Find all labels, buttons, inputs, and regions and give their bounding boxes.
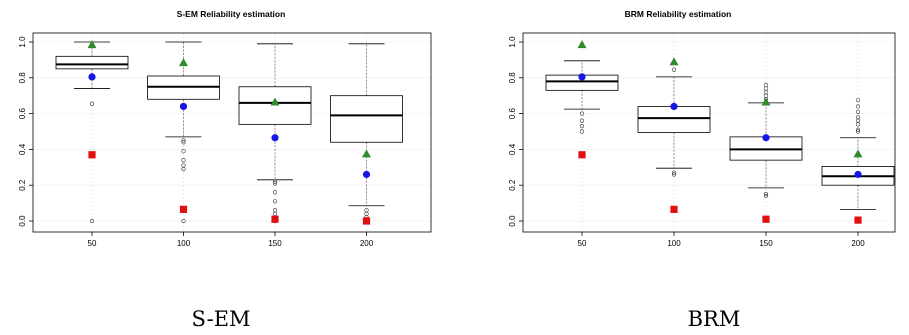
outlier-point (181, 140, 186, 145)
x-tick-label: 100 (667, 239, 681, 248)
outlier-point (855, 98, 861, 103)
y-tick-label: 1.0 (18, 36, 27, 48)
square-marker (762, 215, 770, 223)
outlier-point (671, 172, 677, 177)
triangle-marker (270, 97, 280, 106)
square-marker (271, 215, 279, 223)
x-tick-label: 150 (268, 239, 282, 248)
chart-title-sem: S-EM Reliability estimation (177, 9, 286, 19)
outlier-point (89, 101, 95, 106)
box-iqr (238, 86, 312, 125)
x-tick-label: 50 (578, 239, 587, 248)
circle-marker (179, 102, 188, 111)
triangle-marker (853, 149, 863, 158)
triangle-marker (577, 40, 587, 49)
outlier-point (181, 166, 186, 172)
circle-marker (670, 102, 678, 111)
outlier-point (855, 129, 861, 134)
chart-panel-brm: 0.0 0.2 0.4 0.6 0.8 1.0 50 100 150 200 (508, 32, 896, 248)
outlier-point (89, 218, 95, 224)
plot-frame (32, 32, 432, 233)
outlier-point (181, 138, 186, 143)
y-tick-label: 0.4 (18, 143, 27, 155)
outlier-point (855, 104, 861, 109)
x-tick-label: 50 (88, 239, 97, 248)
outlier-point (272, 179, 278, 184)
outlier-point (763, 193, 769, 199)
chart-title-brm: BRM Reliability estimation (625, 9, 732, 19)
y-tick-label: 0.6 (508, 107, 517, 119)
square-marker (362, 217, 371, 225)
chart-panel-sem: 0.0 0.2 0.4 0.6 0.8 1.0 50 100 150 200 (18, 32, 432, 248)
outlier-point (579, 118, 585, 123)
x-tick-label: 200 (360, 239, 374, 248)
x-tick-label: 200 (851, 239, 865, 248)
y-tick-label: 0.0 (508, 215, 517, 227)
outlier-point (855, 109, 861, 114)
outlier-point (272, 181, 278, 186)
box-iqr (55, 55, 129, 70)
outlier-point (181, 149, 186, 154)
y-tick-label: 0.4 (508, 143, 517, 155)
y-tick-label: 0.2 (508, 179, 517, 191)
y-tick-label: 0.8 (508, 72, 517, 84)
caption-sem: S-EM (191, 307, 250, 331)
outlier-point (855, 122, 861, 127)
x-tick-label: 150 (759, 239, 773, 248)
circle-marker (362, 170, 371, 179)
outlier-point (671, 67, 677, 72)
square-marker (179, 205, 188, 213)
square-marker (854, 216, 862, 224)
square-marker (88, 151, 96, 159)
triangle-marker (362, 149, 371, 158)
y-tick-label: 1.0 (508, 36, 517, 48)
outlier-point (671, 170, 677, 175)
circle-marker (854, 170, 862, 179)
y-tick-label: 0.0 (18, 215, 27, 227)
outlier-point (579, 124, 585, 129)
box-iqr (330, 95, 403, 143)
outlier-point (855, 127, 861, 132)
outlier-point (181, 218, 186, 224)
triangle-marker (87, 40, 97, 49)
triangle-marker (761, 97, 771, 106)
outlier-point (272, 199, 278, 204)
circle-marker (578, 73, 586, 81)
circle-marker (88, 73, 96, 81)
y-tick-label: 0.6 (18, 107, 27, 119)
outlier-point (181, 158, 186, 163)
square-marker (670, 205, 678, 213)
outlier-point (579, 129, 585, 134)
box-iqr (637, 106, 711, 133)
plot-frame (522, 32, 896, 233)
outlier-point (763, 192, 769, 197)
x-tick-label: 100 (177, 239, 191, 248)
square-marker (578, 151, 586, 159)
circle-marker (762, 134, 770, 142)
outlier-point (272, 190, 278, 195)
circle-marker (271, 134, 279, 142)
y-tick-label: 0.8 (18, 72, 27, 84)
y-tick-label: 0.2 (18, 179, 27, 191)
triangle-marker (669, 57, 679, 66)
outlier-point (579, 111, 585, 116)
caption-brm: BRM (688, 307, 741, 331)
triangle-marker (179, 58, 188, 67)
